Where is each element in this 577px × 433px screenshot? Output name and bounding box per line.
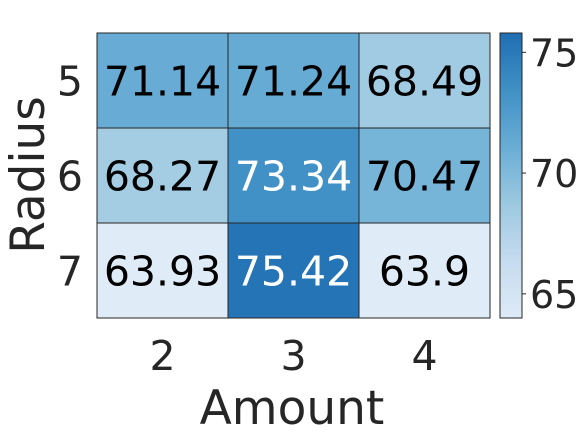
cell-value-label-r1-c2: 70.47 [366, 153, 483, 201]
heatmap-cell-r2-c2 [358, 222, 491, 319]
x-axis-label: Amount [200, 381, 385, 433]
heatmap-cell-r0-c2 [358, 32, 491, 129]
heatmap-cell-r2-c1 [227, 222, 360, 319]
y-axis-ticks: 5 6 7 [57, 58, 83, 296]
cell-value-label-r2-c1: 75.42 [235, 248, 352, 296]
x-tick-label: 2 [149, 332, 175, 380]
heatmap-cell-r2-c0 [96, 222, 229, 319]
cell-value-label-r0-c2: 68.49 [366, 58, 483, 106]
y-tick-label: 6 [57, 153, 83, 201]
heatmap-cell-r1-c0 [96, 127, 229, 224]
cell-value-label-r2-c2: 63.9 [379, 248, 470, 296]
y-axis-label: Radius [1, 96, 56, 254]
cell-value-label-r1-c0: 68.27 [104, 153, 221, 201]
heatmap-cell-r1-c1 [227, 127, 360, 224]
colorbar-tick-label: 65 [530, 273, 577, 317]
heatmap-cell-r0-c1 [227, 32, 360, 129]
colorbar: 65 70 75 [499, 31, 577, 319]
x-tick-label: 3 [280, 332, 306, 380]
colorbar-gradient [499, 32, 523, 319]
colorbar-ticks: 65 70 75 [522, 31, 577, 317]
colorbar-tick-label: 70 [530, 152, 577, 196]
heatmap-cells [96, 32, 491, 319]
x-axis-ticks: 2 3 4 [149, 332, 437, 380]
colorbar-tick-label: 75 [530, 31, 577, 75]
cell-value-label-r0-c0: 71.14 [104, 58, 221, 106]
cell-value-label-r0-c1: 71.24 [235, 58, 352, 106]
cell-value-label-r1-c1: 73.34 [235, 153, 352, 201]
y-tick-label: 5 [57, 58, 83, 106]
y-tick-label: 7 [57, 248, 83, 296]
heatmap-cell-r0-c0 [96, 32, 229, 129]
cell-value-label-r2-c0: 63.93 [104, 248, 221, 296]
heatmap-cell-labels: 71.14 71.24 68.49 68.27 73.34 70.47 63.93 75.42… [104, 58, 483, 296]
x-tick-label: 4 [411, 332, 437, 380]
heatmap-cell-r1-c2 [358, 127, 491, 224]
